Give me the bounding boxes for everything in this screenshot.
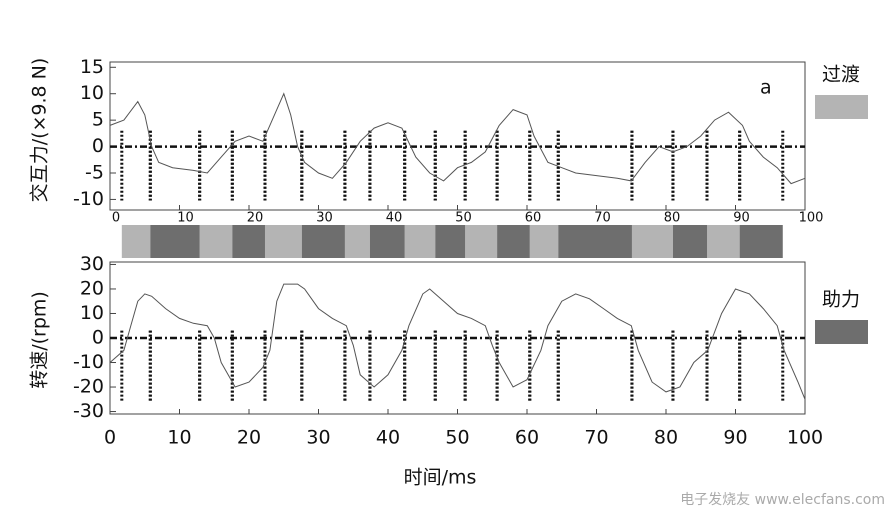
annotation: a bbox=[760, 77, 772, 99]
data-line bbox=[109, 283, 806, 400]
legend-swatch bbox=[815, 320, 868, 344]
y-tick-label: 10 bbox=[80, 82, 104, 104]
x-tick-label: 70 bbox=[594, 211, 611, 226]
phase-segment bbox=[404, 225, 436, 258]
x-tick-label: 90 bbox=[723, 427, 747, 449]
phase-segment bbox=[199, 225, 233, 258]
phase-segment bbox=[369, 225, 405, 258]
phase-segment bbox=[529, 225, 559, 258]
phase-segment bbox=[232, 225, 265, 258]
x-tick-label: 20 bbox=[247, 211, 264, 226]
x-tick-label: 100 bbox=[787, 427, 823, 449]
x-tick-label: 0 bbox=[112, 211, 120, 226]
x-tick-label: 40 bbox=[386, 211, 403, 226]
y-tick-label: -30 bbox=[73, 400, 104, 422]
legend-swatch bbox=[815, 95, 868, 119]
y-tick-label: -5 bbox=[85, 162, 104, 184]
x-tick-label: 100 bbox=[799, 211, 824, 226]
y-axis-label: 交互力/(×9.8 N) bbox=[29, 58, 51, 203]
y-tick-label: 15 bbox=[80, 56, 104, 78]
x-tick-label: 30 bbox=[306, 427, 330, 449]
phase-segment bbox=[497, 225, 530, 258]
x-tick-label: 70 bbox=[584, 427, 608, 449]
x-tick-label: 40 bbox=[376, 427, 400, 449]
x-axis-label: 时间/ms bbox=[404, 467, 477, 489]
phase-segment bbox=[465, 225, 498, 258]
phase-segment bbox=[150, 225, 200, 258]
y-tick-label: 10 bbox=[80, 302, 104, 324]
y-axis-label: 转速/(rpm) bbox=[29, 291, 51, 389]
x-tick-label: 20 bbox=[237, 427, 261, 449]
legend-label: 助力 bbox=[822, 289, 860, 311]
y-tick-label: -10 bbox=[73, 188, 104, 210]
legend-label: 过渡 bbox=[822, 64, 860, 86]
y-tick-label: -20 bbox=[73, 376, 104, 398]
phase-segment bbox=[121, 225, 151, 258]
x-tick-label: 50 bbox=[455, 211, 472, 226]
phase-segment bbox=[558, 225, 632, 258]
x-tick-label: 10 bbox=[167, 427, 191, 449]
phase-segment bbox=[435, 225, 466, 258]
x-tick-label: 80 bbox=[654, 427, 678, 449]
x-tick-label: 30 bbox=[316, 211, 333, 226]
y-tick-label: -10 bbox=[73, 351, 104, 373]
x-tick-label: 60 bbox=[515, 427, 539, 449]
x-tick-label: 60 bbox=[525, 211, 542, 226]
phase-segment bbox=[301, 225, 345, 258]
x-tick-label: 0 bbox=[104, 427, 116, 449]
data-line bbox=[109, 92, 806, 185]
phase-segment bbox=[344, 225, 370, 258]
phase-segment bbox=[631, 225, 673, 258]
y-tick-label: 0 bbox=[92, 135, 104, 157]
phase-segment bbox=[739, 225, 783, 258]
x-tick-label: 80 bbox=[664, 211, 681, 226]
y-tick-label: 5 bbox=[92, 109, 104, 131]
phase-segment bbox=[672, 225, 708, 258]
x-tick-label: 90 bbox=[733, 211, 750, 226]
watermark: 电子发烧友 www.elecfans.com bbox=[680, 492, 885, 508]
x-tick-label: 50 bbox=[445, 427, 469, 449]
y-tick-label: 0 bbox=[92, 327, 104, 349]
phase-segment bbox=[264, 225, 302, 258]
x-tick-label: 10 bbox=[177, 211, 194, 226]
y-tick-label: 20 bbox=[80, 277, 104, 299]
phase-segment bbox=[707, 225, 740, 258]
y-tick-label: 30 bbox=[80, 253, 104, 275]
